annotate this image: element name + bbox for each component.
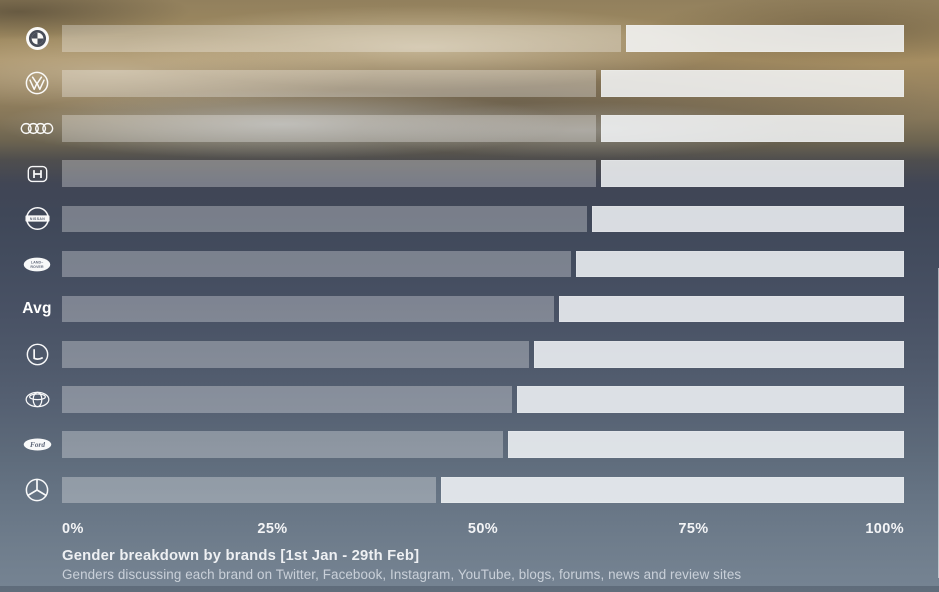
brand-bar	[62, 70, 904, 97]
brand-row: Ford	[0, 431, 939, 458]
x-tick-25: 25%	[257, 521, 288, 537]
x-tick-0: 0%	[62, 521, 84, 537]
nissan-icon: NISSAN	[16, 206, 58, 233]
brand-row	[0, 386, 939, 413]
bar-segment-right	[508, 431, 904, 458]
bottom-edge-shade	[0, 586, 939, 592]
honda-icon	[16, 160, 58, 187]
bar-segment-right	[592, 205, 904, 233]
bar-segment-right	[575, 250, 904, 278]
vw-icon	[16, 70, 58, 97]
toyota-icon	[16, 386, 58, 413]
brand-row: LAND– ROVER	[0, 250, 939, 278]
bar-segment-left	[62, 70, 596, 97]
landrover-icon: LAND– ROVER	[16, 251, 58, 278]
bar-segment-right	[626, 25, 904, 52]
bar-segment-right	[600, 70, 904, 97]
bar-segment-right	[533, 341, 904, 368]
bar-segment-right	[600, 160, 904, 187]
chart-title: Gender breakdown by brands [1st Jan - 29…	[62, 548, 420, 564]
svg-text:NISSAN: NISSAN	[29, 217, 44, 221]
brand-bar	[62, 250, 904, 278]
brand-bar	[62, 115, 904, 142]
bar-segment-right	[516, 386, 904, 413]
brand-bar	[62, 386, 904, 413]
bar-segment-right	[440, 476, 904, 503]
brand-row: NISSAN	[0, 205, 939, 233]
bar-segment-left	[62, 25, 622, 52]
mercedes-icon	[16, 477, 58, 504]
bar-segment-left	[62, 250, 571, 278]
brand-row	[0, 25, 939, 52]
bar-segment-left	[62, 476, 436, 503]
audi-icon	[16, 115, 58, 142]
brand-row	[0, 160, 939, 187]
svg-text:ROVER: ROVER	[30, 265, 44, 269]
brand-row: Avg	[0, 295, 939, 323]
chart-subtitle: Genders discussing each brand on Twitter…	[62, 566, 742, 582]
brand-bar	[62, 160, 904, 187]
brand-bar	[62, 341, 904, 368]
bar-segment-left	[62, 205, 588, 233]
bar-segment-left	[62, 341, 529, 368]
brand-bar	[62, 476, 904, 503]
bar-segment-right	[558, 295, 904, 323]
brand-row	[0, 70, 939, 97]
bar-segment-left	[62, 160, 596, 187]
brand-bar	[62, 205, 904, 233]
svg-text:Ford: Ford	[30, 441, 45, 449]
brand-bar	[62, 295, 904, 323]
brand-bar	[62, 431, 904, 458]
bar-segment-left	[62, 431, 504, 458]
bar-segment-left	[62, 295, 554, 323]
bar-segment-left	[62, 115, 596, 142]
brand-row	[0, 341, 939, 368]
bar-segment-right	[600, 115, 904, 142]
svg-text:LAND–: LAND–	[31, 260, 43, 264]
avg-label: Avg	[22, 300, 52, 318]
x-tick-75: 75%	[678, 521, 709, 537]
bar-segment-left	[62, 386, 512, 413]
lexus-icon	[16, 341, 58, 368]
brand-row	[0, 115, 939, 142]
ford-icon: Ford	[16, 431, 58, 458]
brand-row	[0, 476, 939, 504]
x-tick-50: 50%	[467, 521, 499, 537]
x-axis: 0% 25% 50% 75% 100%	[62, 521, 904, 539]
brand-bar	[62, 25, 904, 52]
bmw-icon	[16, 25, 58, 52]
x-tick-100: 100%	[865, 521, 904, 537]
